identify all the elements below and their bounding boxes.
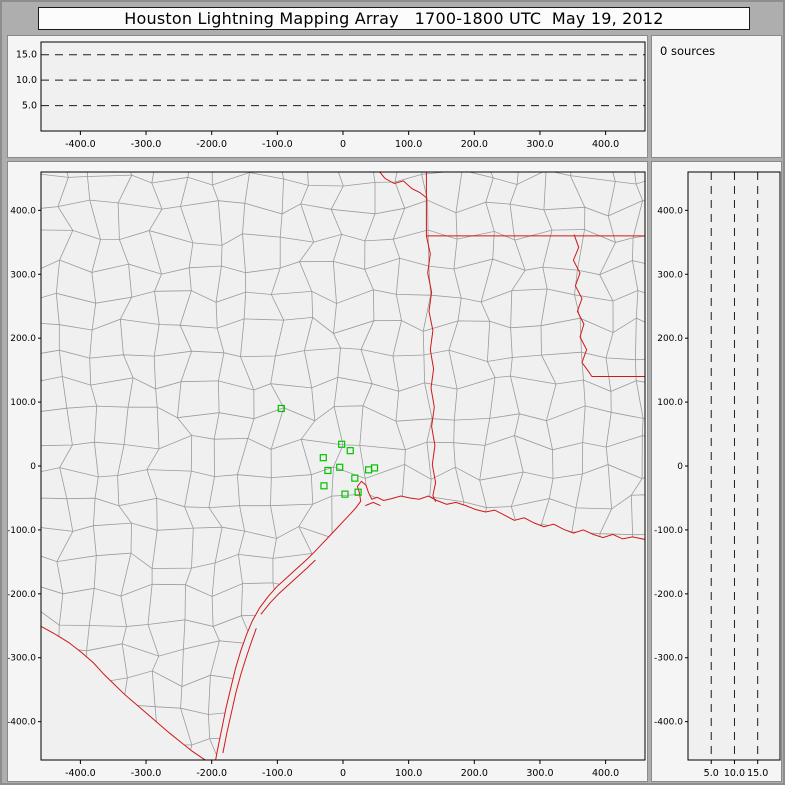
tick-label: 10.0 xyxy=(16,75,37,86)
county-boundary-line xyxy=(41,405,645,422)
county-boundary-line xyxy=(41,347,645,362)
plan-view-map-plot[interactable]: -400.0 -300.0 -200.0 -100.0 0 100.0 200.0 300.0… xyxy=(8,162,647,781)
tick-label: 0 xyxy=(340,768,346,779)
state-borders xyxy=(41,172,645,760)
title-bar: Houston Lightning Mapping Array 1700-180… xyxy=(38,7,750,30)
plot-area[interactable] xyxy=(41,42,645,131)
station-marker xyxy=(354,488,362,496)
station-marker xyxy=(336,463,344,471)
tick-label: 300.0 xyxy=(10,270,36,280)
station-marker xyxy=(370,464,379,472)
border-barrier-island-mid xyxy=(260,559,316,615)
sources-count-label: 0 sources xyxy=(660,44,716,58)
border-barrier-island-south xyxy=(222,628,257,754)
county-boundary-line xyxy=(117,172,134,760)
tick-label: 200.0 xyxy=(10,334,36,344)
county-boundary-line xyxy=(41,493,645,510)
tick-label: 200.0 xyxy=(657,334,683,344)
tick-label: 200.0 xyxy=(461,768,488,779)
county-boundary-line xyxy=(41,375,645,392)
tick-label: 300.0 xyxy=(526,139,553,150)
altitude-gridlines xyxy=(41,54,645,107)
tick-label: 0 xyxy=(340,139,346,150)
tick-label: -400.0 xyxy=(65,768,96,779)
tick-label: 100.0 xyxy=(395,768,422,779)
county-boundary-line xyxy=(41,257,645,276)
tick-label: 300.0 xyxy=(657,270,683,280)
tick-label: 0 xyxy=(30,462,36,472)
station-marker xyxy=(277,404,285,413)
tick-label: -100.0 xyxy=(654,526,683,536)
x-axis-ticks xyxy=(79,131,607,135)
station-marker xyxy=(351,474,359,482)
tick-label: 400.0 xyxy=(657,206,683,216)
border-galveston-island xyxy=(365,501,381,507)
tick-label: -100.0 xyxy=(262,139,293,150)
station-marker xyxy=(341,490,349,498)
border-red-river xyxy=(379,172,427,198)
tick-label: 15.0 xyxy=(747,768,768,779)
station-marker xyxy=(338,440,346,448)
county-boundary-line xyxy=(146,172,163,760)
tick-label: 400.0 xyxy=(592,139,619,150)
tick-label: 100.0 xyxy=(395,139,422,150)
county-boundary-line xyxy=(41,434,645,451)
tick-label: -200.0 xyxy=(8,590,36,600)
station-marker xyxy=(346,447,354,455)
tick-label: -400.0 xyxy=(65,139,96,150)
tick-label: -200.0 xyxy=(196,139,227,150)
county-boundary-line xyxy=(41,229,645,246)
county-boundary-line xyxy=(207,172,225,760)
border-rio-grande xyxy=(41,625,207,760)
y-axis-ticks xyxy=(38,209,41,723)
border-mississippi-river xyxy=(572,234,593,377)
tick-label: -200.0 xyxy=(196,768,227,779)
plot-frame xyxy=(687,171,781,761)
border-coastline xyxy=(215,480,645,760)
plot-frame xyxy=(40,41,646,132)
altitude-north-south-plot[interactable]: 5.0 10.0 15.0 400.0 300.0 200.0 100.0 0 -100.0 -2… xyxy=(652,162,781,781)
station-marker xyxy=(324,466,332,475)
tick-label: 5.0 xyxy=(704,768,719,779)
station-marker xyxy=(319,454,327,462)
county-boundary-line xyxy=(41,757,645,760)
panel-plan-view-map: -400.0 -300.0 -200.0 -100.0 0 100.0 200.0 300.0… xyxy=(7,161,648,782)
county-boundary-line xyxy=(41,316,645,334)
tick-label: -300.0 xyxy=(8,654,36,664)
county-boundary-line xyxy=(41,463,645,481)
tick-label: -100.0 xyxy=(8,526,36,536)
tick-label: 100.0 xyxy=(10,398,36,408)
x-axis-ticks xyxy=(79,760,607,764)
page-title: Houston Lightning Mapping Array 1700-180… xyxy=(124,9,664,28)
tick-label: -300.0 xyxy=(131,768,162,779)
tick-label: -100.0 xyxy=(262,768,293,779)
tick-label: -200.0 xyxy=(654,590,683,600)
station-marker xyxy=(320,482,328,490)
panel-altitude-north-south: 5.0 10.0 15.0 400.0 300.0 200.0 100.0 0 -100.0 -2… xyxy=(651,161,782,782)
tick-label: 5.0 xyxy=(22,101,37,112)
lma-stations xyxy=(277,404,379,498)
tick-label: 10.0 xyxy=(724,768,745,779)
county-boundary-line xyxy=(176,172,194,760)
tick-label: 200.0 xyxy=(461,139,488,150)
tick-label: -400.0 xyxy=(654,718,683,728)
panel-altitude-east-west: 5.0 10.0 15.0 -400.0 -300.0 -200.0 -100.0 0 100.… xyxy=(7,35,648,158)
tick-label: 400.0 xyxy=(592,768,619,779)
tick-label: -400.0 xyxy=(8,718,36,728)
tick-label: 15.0 xyxy=(16,50,37,61)
panel-source-count: 0 sources xyxy=(651,35,782,158)
altitude-east-west-plot[interactable]: 5.0 10.0 15.0 -400.0 -300.0 -200.0 -100.0 0 100.… xyxy=(8,36,647,157)
tick-label: 400.0 xyxy=(10,206,36,216)
tick-label: 300.0 xyxy=(526,768,553,779)
county-boundary-line xyxy=(41,172,645,187)
border-texas-east-border xyxy=(425,172,437,502)
county-boundary-line xyxy=(41,199,645,217)
tick-label: 100.0 xyxy=(657,398,683,408)
altitude-gridlines xyxy=(710,172,759,760)
tick-label: 0 xyxy=(677,462,683,472)
tick-label: -300.0 xyxy=(654,654,683,664)
tick-label: -300.0 xyxy=(131,139,162,150)
county-boundary-line xyxy=(41,288,645,304)
